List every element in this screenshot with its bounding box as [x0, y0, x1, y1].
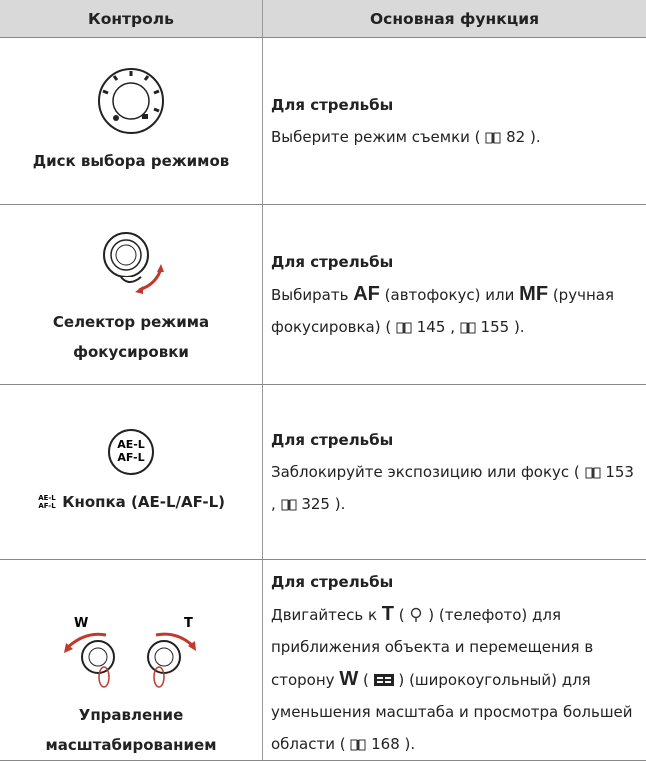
control-label: Кнопка (AE-L/AF-L) — [62, 493, 225, 511]
zoom-illustration: W T — [56, 615, 206, 690]
function-heading: Для стрельбы — [271, 89, 638, 121]
page-number: 145 — [417, 318, 446, 336]
page-number: 153 — [605, 463, 634, 481]
function-heading: Для стрельбы — [271, 246, 638, 278]
button-label: AE-L — [117, 438, 145, 451]
thumbnail-icon — [374, 673, 394, 687]
text: Двигайтесь к — [271, 606, 377, 624]
magnifier-icon — [409, 607, 423, 622]
button-label: AF-L — [117, 451, 144, 464]
text: ) — [398, 671, 404, 689]
text: ( — [363, 671, 369, 689]
control-cell: AE-L AF-L AE-L AF-L Кнопка (AE-L/AF-L) — [0, 385, 263, 560]
text: , — [271, 495, 276, 513]
header-row: Контроль Основная функция — [0, 0, 646, 38]
function-heading: Для стрельбы — [271, 566, 638, 598]
mf-symbol: MF — [519, 283, 548, 305]
page-ref-icon — [350, 738, 366, 751]
function-cell: Для стрельбы Заблокируйте экспозицию или… — [263, 385, 646, 560]
control-label: Управление масштабированием — [46, 706, 217, 754]
row: Селектор режима фокусировки Для стрельбы… — [0, 205, 646, 385]
focus-selector-illustration — [91, 222, 171, 297]
zoom-label: T — [184, 616, 193, 631]
function-heading: Для стрельбы — [271, 424, 638, 456]
text: ). — [514, 318, 525, 336]
function-text: Выбирать AF (автофокус) или MF (ручная ф… — [271, 278, 638, 343]
header-cell: Контроль — [0, 0, 263, 38]
row: W T Управление масштабированием Для стре… — [0, 560, 646, 761]
function-cell: Для стрельбы Выбирать AF (автофокус) или… — [263, 205, 646, 385]
control-label: Диск выбора режимов — [33, 152, 230, 170]
page-number: 155 — [481, 318, 510, 336]
row: AE-L AF-L AE-L AF-L Кнопка (AE-L/AF-L) Д… — [0, 385, 646, 560]
text: ). — [530, 128, 541, 146]
function-text: Заблокируйте экспозицию или фокус ( 153 … — [271, 456, 638, 520]
function-cell: Для стрельбы Выберите режим съемки ( 82 … — [263, 38, 646, 205]
text: Заблокируйте экспозицию или фокус ( — [271, 463, 580, 481]
function-text: Двигайтесь к T ( ) (телефото) для прибли… — [271, 598, 638, 760]
page: Контроль Основная функция Диск выбора ре… — [0, 0, 646, 731]
page-ref-icon — [460, 321, 476, 334]
wide-symbol: W — [339, 668, 358, 690]
page-number: 168 — [371, 735, 400, 753]
text: ). — [405, 735, 416, 753]
text: Выберите режим съемки ( — [271, 128, 481, 146]
text: ) — [428, 606, 434, 624]
ae-af-lock-button-illustration: AE-L AF-L — [106, 427, 156, 477]
zoom-label: W — [74, 616, 88, 631]
af-symbol: AF — [353, 283, 380, 305]
header-cell: Основная функция — [263, 0, 646, 38]
page-ref-icon — [281, 498, 297, 511]
page-ref-icon — [396, 321, 412, 334]
text: ( — [399, 606, 405, 624]
function-text: Выберите режим съемки ( 82 ). — [271, 121, 638, 153]
ae-af-lock-glyph: AE-L AF-L — [37, 493, 57, 509]
text: ). — [335, 495, 346, 513]
control-cell: W T Управление масштабированием — [0, 560, 263, 761]
text: , — [450, 318, 455, 336]
glyph-label: AF-L — [38, 502, 56, 509]
text: (автофокус) или — [385, 286, 515, 304]
row: Диск выбора режимов Для стрельбы Выберит… — [0, 38, 646, 205]
control-cell: Селектор режима фокусировки — [0, 205, 263, 385]
mode-dial-illustration — [96, 66, 166, 136]
page-ref-icon — [585, 466, 601, 479]
control-label: Селектор режима фокусировки — [53, 313, 209, 361]
page-ref-icon — [485, 131, 501, 144]
page-number: 325 — [301, 495, 330, 513]
glyph-label: AE-L — [38, 494, 56, 502]
page-number: 82 — [506, 128, 525, 146]
tele-symbol: T — [382, 603, 394, 625]
text: Выбирать — [271, 286, 348, 304]
control-cell: Диск выбора режимов — [0, 38, 263, 205]
function-cell: Для стрельбы Двигайтесь к T ( ) (телефот… — [263, 560, 646, 761]
